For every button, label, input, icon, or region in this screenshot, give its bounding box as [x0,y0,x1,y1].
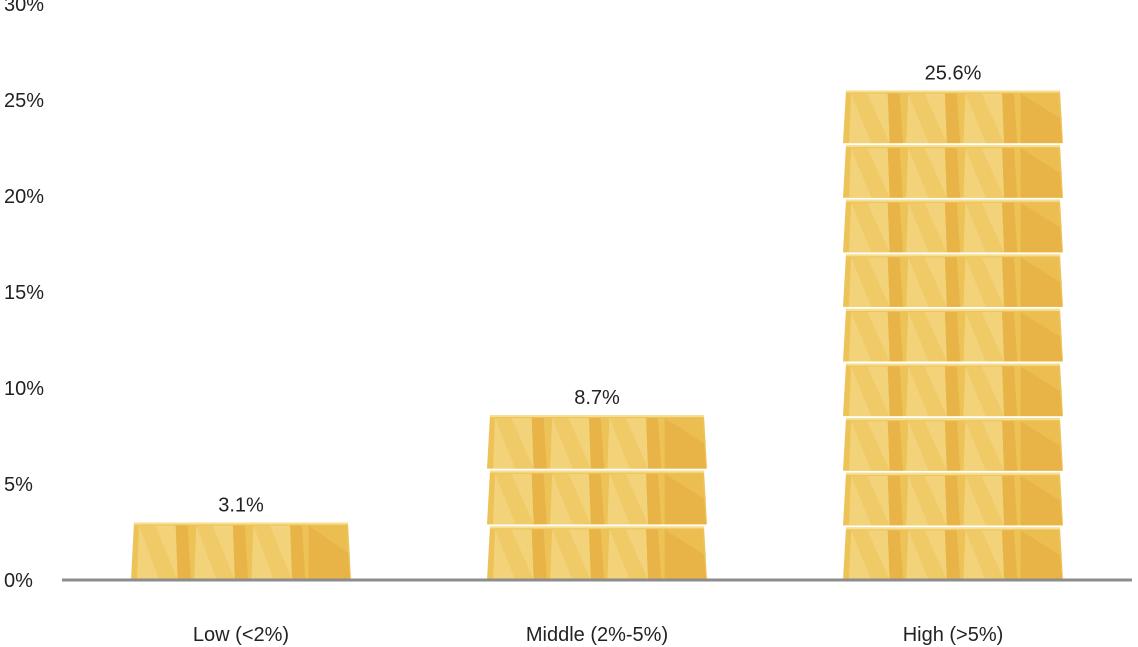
y-tick-label: 30% [4,0,44,16]
gold-bar-layer [843,308,1063,362]
bars [131,90,1063,580]
gold-bar-layer [843,472,1063,526]
gold-bar-layer [487,526,707,580]
category-label: Middle (2%-5%) [526,624,668,646]
y-tick-label: 15% [4,282,44,304]
y-tick-label: 0% [4,570,33,592]
category-labels: Low (<2%) Middle (2%-5%) High (>5%) [193,624,1003,646]
y-tick-label: 25% [4,90,44,112]
gold-bar-layer [131,522,351,580]
category-label: Low (<2%) [193,624,289,646]
gold-bar-layer [843,418,1063,471]
value-label: 25.6% [925,62,982,84]
gold-bar-layer [843,363,1063,417]
gold-bar-layer [843,90,1063,144]
y-tick-label: 5% [4,474,33,496]
y-axis-ticks: 0% 5% 10% 15% 20% 25% 30% [4,0,44,592]
gold-bar-layer [487,470,707,525]
gold-bar-layer [843,527,1063,580]
bar [487,414,707,580]
gold-bar-layer [843,145,1063,198]
gold-bar-layer [487,414,707,469]
bar [131,522,351,580]
category-label: High (>5%) [903,624,1004,646]
gold-bar-layer [843,199,1063,253]
bar [843,90,1063,580]
gold-bar-layer [843,254,1063,307]
value-label: 3.1% [218,494,264,516]
value-labels: 3.1% 8.7% 25.6% [218,62,981,516]
y-tick-label: 10% [4,378,44,400]
y-tick-label: 20% [4,186,44,208]
value-label: 8.7% [574,387,620,409]
